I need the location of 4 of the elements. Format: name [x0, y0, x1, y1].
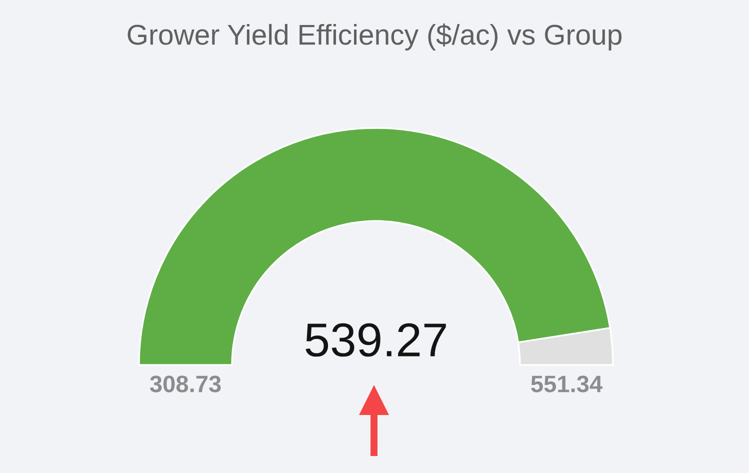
- text: 551.34: [531, 376, 602, 392]
- chart-title: Grower Yield Efficiency ($/ac) vs Group: [128, 24, 622, 50]
- text: 539.27: [306, 323, 446, 357]
- text: 308.73: [150, 376, 221, 392]
